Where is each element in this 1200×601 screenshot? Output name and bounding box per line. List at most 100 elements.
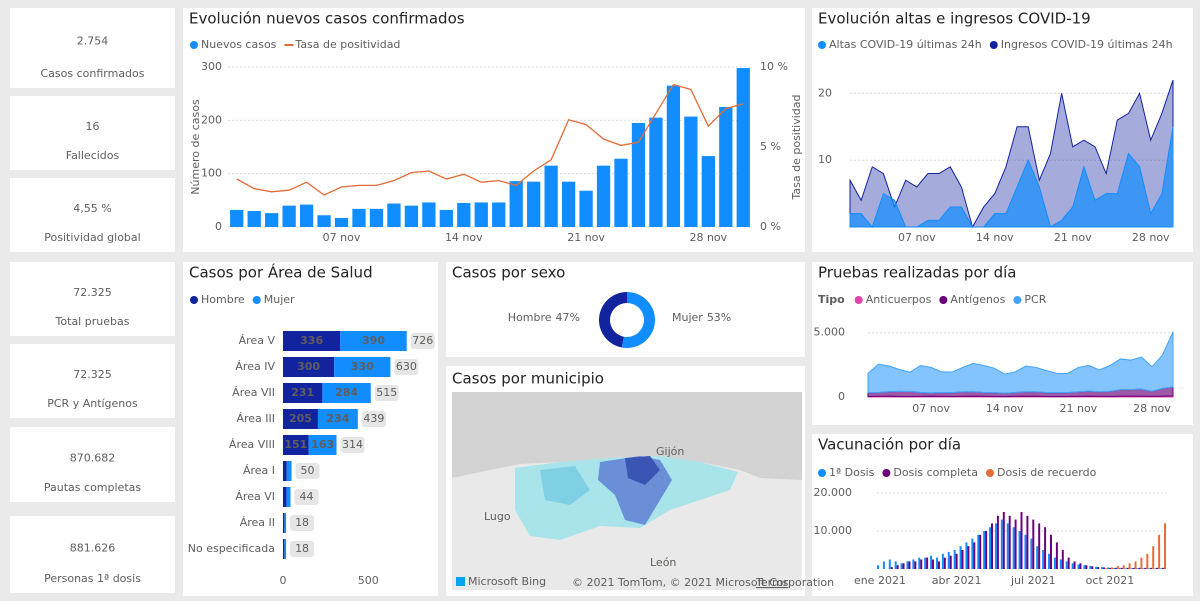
bar: [649, 117, 663, 227]
bar: [1002, 512, 1005, 569]
total-badge: [340, 437, 365, 453]
bar: [959, 546, 962, 569]
y2-axis-label: Tasa de positividad: [790, 95, 803, 201]
bar: [1030, 538, 1033, 569]
panel-title: Vacunación por día: [818, 436, 961, 454]
bar-segment: [283, 461, 287, 481]
panel-title: Casos por sexo: [452, 264, 565, 282]
bar: [1095, 566, 1098, 569]
bar-segment: [283, 539, 285, 559]
bar: [1026, 515, 1029, 569]
y-tick-label: 10.000: [814, 524, 853, 537]
legend-label: PCR: [1024, 293, 1046, 306]
x-tick-label: ene 2021: [854, 574, 906, 587]
y-tick-label: 200: [201, 113, 222, 126]
bar: [908, 561, 911, 569]
x-tick-label: abr 2021: [932, 574, 982, 587]
bar: [1148, 568, 1151, 569]
area: [867, 331, 1174, 394]
bar: [1154, 568, 1157, 569]
bar: [1138, 567, 1141, 569]
y-tick-label: Área VI: [235, 490, 275, 503]
kpi-card: [10, 516, 175, 593]
bar-label: 163: [311, 438, 334, 451]
legend-marker: [190, 41, 198, 49]
bar: [1018, 531, 1021, 569]
total-label: 726: [412, 334, 433, 347]
total-label: 314: [342, 438, 363, 451]
kpi-label: Positividad global: [44, 231, 140, 244]
total-badge: [361, 411, 386, 427]
total-badge: [394, 359, 419, 375]
bar-label: 205: [289, 412, 312, 425]
bar: [701, 156, 715, 227]
total-label: 439: [363, 412, 384, 425]
bar-label: 151: [284, 438, 307, 451]
bar: [994, 523, 997, 569]
y-tick-label: Área III: [236, 412, 275, 425]
kpi-label: Fallecidos: [66, 149, 120, 162]
x-tick-label: 28 nov: [1133, 402, 1171, 415]
bar: [1126, 567, 1129, 569]
x-tick-label: oct 2021: [1086, 574, 1135, 587]
bar: [989, 527, 992, 569]
map-terms[interactable]: Terms: [755, 576, 789, 589]
x-tick-label: jul 2021: [1010, 574, 1056, 587]
bar-segment: [286, 487, 291, 507]
bar: [973, 542, 976, 569]
legend-label: Tasa de positividad: [294, 38, 400, 51]
kpi-label: Personas 1ª dosis: [44, 572, 141, 585]
bar: [955, 553, 958, 569]
bar: [949, 555, 952, 569]
bar: [941, 553, 944, 569]
bar: [1122, 565, 1125, 569]
bar-label: 390: [362, 334, 385, 347]
bar: [1150, 567, 1153, 569]
bar: [299, 204, 314, 227]
bar: [1024, 534, 1027, 569]
bar: [1020, 512, 1023, 569]
bar: [896, 565, 899, 569]
total-label: 630: [396, 360, 417, 373]
kpi-card: [10, 96, 175, 170]
kpi-label: PCR y Antígenos: [47, 397, 138, 410]
total-badge: [290, 541, 315, 557]
bar: [902, 563, 905, 569]
bar: [1116, 565, 1119, 569]
bar-label: 284: [335, 386, 358, 399]
bar: [457, 203, 471, 227]
y-tick-label: Área II: [240, 516, 275, 529]
map-sea: [452, 392, 802, 480]
panel: [812, 262, 1193, 425]
map-attribution: © 2021 TomTom, © 2021 Microsoft Corporat…: [572, 576, 834, 589]
bar: [1073, 561, 1076, 569]
bar: [888, 559, 891, 569]
kpi-card: [10, 262, 175, 336]
kpi-label: Total pruebas: [55, 315, 130, 328]
bar-label: 231: [291, 386, 314, 399]
bar: [1097, 567, 1100, 569]
y-tick-label: Área VIII: [229, 438, 275, 451]
legend-marker: [989, 41, 998, 49]
kpi-card: [10, 178, 175, 252]
bar: [1042, 550, 1045, 569]
legend-label: Antígenos: [950, 293, 1005, 306]
bar: [947, 551, 950, 569]
bar-segment: [340, 331, 407, 351]
bar: [684, 116, 698, 227]
bar: [1014, 519, 1017, 569]
slice-label: Hombre 47%: [508, 311, 580, 324]
legend-label: Mujer: [264, 293, 295, 306]
legend-label: Hombre: [201, 293, 245, 306]
bar: [1156, 567, 1159, 569]
x-tick-label: 28 nov: [689, 231, 727, 244]
x-tick-label: 14 nov: [445, 231, 483, 244]
x-tick-label: 21 nov: [1059, 402, 1097, 415]
bar-label: 300: [297, 360, 320, 373]
bar: [937, 561, 940, 569]
kpi-card: [10, 8, 175, 88]
bar-segment: [334, 357, 391, 377]
y-tick-label: 20: [818, 86, 832, 99]
map-provider: Microsoft Bing: [468, 575, 546, 588]
